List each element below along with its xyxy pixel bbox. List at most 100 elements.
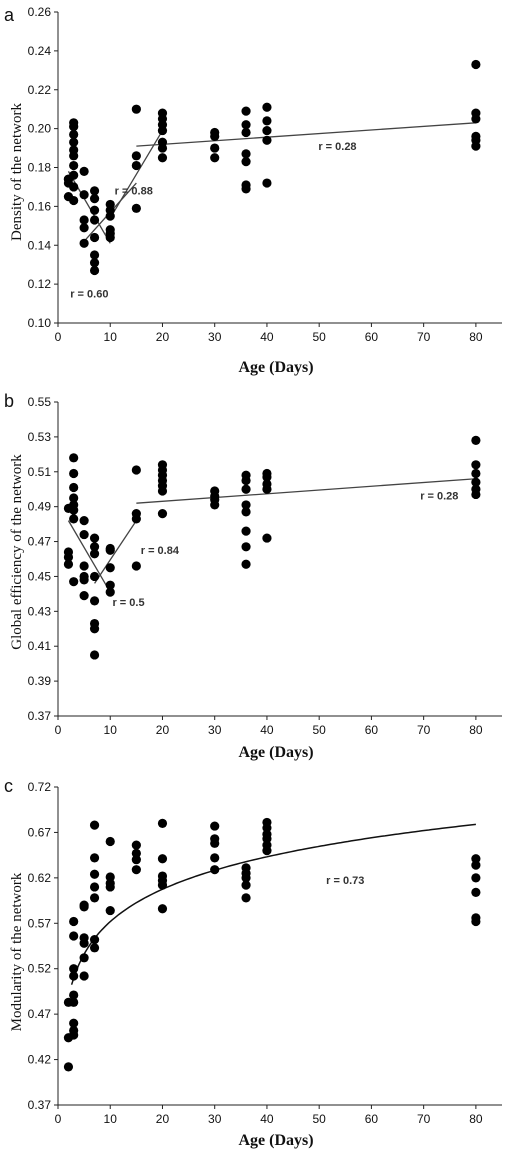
- data-point: [69, 990, 79, 1000]
- x-tick-label: 10: [104, 1112, 118, 1126]
- data-point: [210, 153, 220, 163]
- data-point: [89, 549, 100, 559]
- fit-line: [94, 520, 137, 584]
- x-tick-label: 40: [260, 1112, 274, 1126]
- data-point: [89, 542, 100, 552]
- data-point: [89, 205, 100, 215]
- data-point: [63, 559, 74, 569]
- data-point: [210, 834, 220, 844]
- x-axis-label: Age (Days): [238, 1132, 313, 1149]
- data-point: [89, 596, 100, 606]
- data-point: [157, 509, 168, 519]
- y-tick-label: 0.37: [28, 709, 52, 723]
- x-tick-label: 50: [312, 723, 326, 737]
- x-tick-label: 70: [417, 330, 431, 344]
- data-point: [241, 500, 251, 510]
- data-point: [89, 882, 100, 892]
- y-tick-label: 0.24: [28, 44, 52, 58]
- data-point: [105, 836, 115, 847]
- data-point: [131, 509, 141, 519]
- y-tick-label: 0.45: [28, 569, 52, 583]
- data-point: [69, 1018, 79, 1028]
- correlation-label: r = 0.88: [115, 186, 153, 198]
- data-point: [210, 486, 220, 496]
- data-point: [79, 215, 89, 225]
- data-point: [69, 971, 79, 981]
- data-point: [241, 149, 251, 159]
- data-point: [89, 571, 100, 582]
- data-point: [471, 59, 481, 70]
- y-tick-label: 0.18: [28, 161, 52, 175]
- x-tick-label: 70: [417, 723, 431, 737]
- x-tick-label: 40: [260, 330, 274, 344]
- data-point: [69, 577, 79, 587]
- plot-area: 0.10 0.12 0.14 0.16 0.18 0.20 0.22 0.24 0.26 0 10 2…: [28, 5, 502, 344]
- data-point: [69, 514, 79, 524]
- y-tick-label: 0.47: [28, 535, 52, 549]
- fit-line: [67, 171, 111, 244]
- x-tick-label: 30: [208, 330, 222, 344]
- x-tick-label: 0: [55, 1112, 62, 1126]
- data-point: [210, 865, 220, 875]
- data-point: [131, 848, 141, 858]
- efficiency-chart: b Global efficiency of the network Age (…: [4, 391, 502, 761]
- data-point: [157, 904, 168, 914]
- data-point: [241, 507, 251, 517]
- panel-letter-c: c: [4, 776, 13, 796]
- data-point: [89, 533, 100, 543]
- correlation-label: r = 0.5: [112, 597, 144, 609]
- data-point: [69, 482, 79, 493]
- y-tick-label: 0.26: [28, 5, 52, 19]
- panel-letter-b: b: [4, 391, 14, 411]
- data-point: [262, 829, 272, 839]
- correlation-label: r = 0.28: [420, 491, 458, 503]
- y-tick-label: 0.55: [28, 395, 52, 409]
- data-point: [262, 125, 272, 136]
- data-point: [471, 460, 481, 470]
- data-point: [105, 563, 115, 573]
- data-point: [210, 853, 220, 863]
- data-point: [89, 258, 100, 268]
- y-tick-label: 0.37: [28, 1098, 52, 1112]
- x-tick-label: 30: [208, 1112, 222, 1126]
- data-point: [157, 108, 168, 118]
- density-chart: a Density of the network Age (Days) 0.10…: [4, 5, 502, 376]
- y-tick-label: 0.51: [28, 465, 52, 479]
- x-tick-label: 10: [104, 723, 118, 737]
- x-tick-label: 30: [208, 723, 222, 737]
- data-point: [241, 120, 251, 130]
- correlation-label: r = 0.73: [326, 875, 364, 887]
- data-point: [69, 195, 79, 206]
- data-point: [89, 250, 100, 260]
- data-point: [79, 933, 89, 943]
- data-point: [63, 547, 74, 557]
- data-point: [471, 468, 481, 479]
- data-point: [241, 180, 251, 190]
- y-tick-label: 0.72: [28, 780, 52, 794]
- data-point: [69, 129, 79, 140]
- x-tick-label: 70: [417, 1112, 431, 1126]
- data-point: [105, 199, 115, 210]
- y-tick-label: 0.10: [28, 316, 52, 330]
- data-point: [157, 854, 168, 864]
- data-point: [241, 127, 251, 138]
- data-point: [105, 905, 115, 916]
- data-point: [262, 533, 272, 543]
- data-point: [89, 869, 100, 879]
- data-point: [131, 104, 141, 114]
- x-tick-label: 20: [156, 723, 170, 737]
- data-point: [241, 880, 251, 890]
- data-point: [79, 900, 89, 910]
- data-point: [69, 1025, 79, 1036]
- data-point: [105, 872, 115, 882]
- y-tick-label: 0.42: [28, 1053, 52, 1067]
- plot-area: 0.37 0.39 0.41 0.43 0.45 0.47 0.49 0.51 0.53 0.55…: [28, 395, 502, 737]
- data-point: [69, 493, 79, 503]
- data-point: [79, 223, 89, 233]
- y-tick-label: 0.16: [28, 199, 52, 213]
- data-point: [63, 1062, 74, 1072]
- data-point: [69, 182, 79, 192]
- data-point: [210, 821, 220, 831]
- data-point: [105, 587, 115, 597]
- data-point: [79, 953, 89, 963]
